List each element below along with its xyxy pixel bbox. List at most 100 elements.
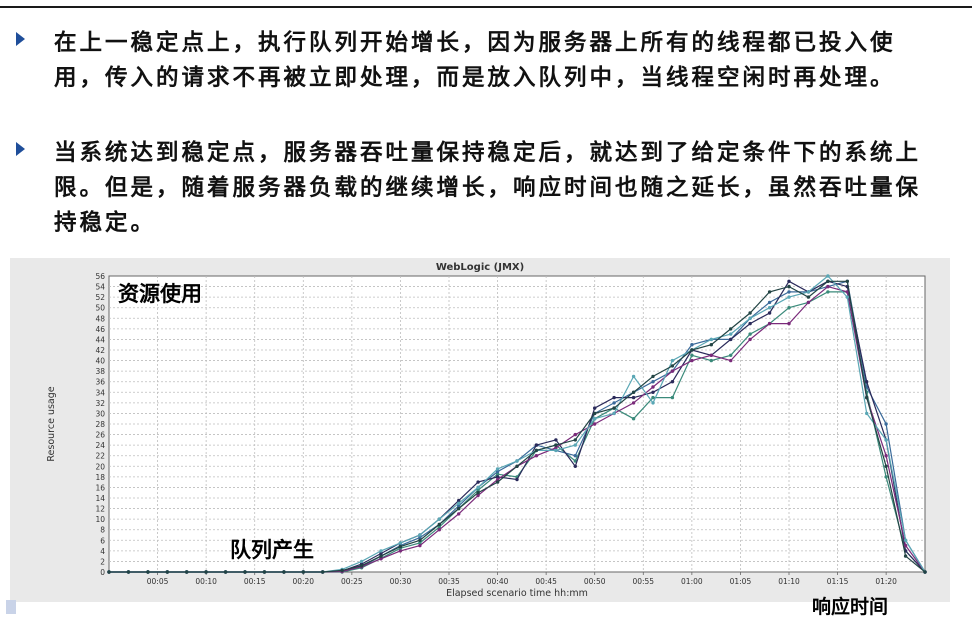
data-point [670,364,675,368]
data-point [748,311,752,315]
data-point [457,501,461,505]
data-point [748,316,752,320]
data-point [884,422,888,426]
data-point [884,438,888,442]
y-tick-label: 0 [100,568,105,577]
data-point [865,395,869,400]
data-point [418,533,422,537]
y-tick-label: 18 [95,473,105,482]
data-point [748,321,752,326]
data-point [573,464,577,468]
data-point [476,480,480,484]
annotation-response-time: 响应时间 [812,596,889,618]
data-point [515,464,519,468]
data-point [884,464,888,468]
data-point [223,570,228,574]
data-point [787,279,791,283]
y-tick-label: 44 [95,335,105,344]
grid [109,276,925,572]
data-point [495,480,500,484]
x-tick-label: 00:35 [438,577,460,586]
y-tick-label: 8 [100,526,105,535]
data-point [826,279,830,283]
data-point [476,491,480,495]
data-point [845,290,849,294]
chart-title: WebLogic (JMX) [436,262,524,273]
data-point [767,321,772,326]
data-point [262,570,267,574]
y-tick-label: 56 [95,272,105,281]
data-point [321,570,325,574]
x-tick-label: 00:30 [390,577,412,586]
data-point [845,279,849,283]
data-point [340,568,344,573]
x-tick-label: 00:25 [341,577,363,586]
data-point [437,525,441,529]
y-tick-label: 50 [95,304,105,313]
data-point [418,541,422,545]
y-tick-label: 6 [100,536,105,545]
data-point [729,358,733,363]
data-point [631,374,636,379]
data-point [787,321,791,326]
bullet-item-limit: 当系统达到稳定点，服务器吞吐量保持稳定后，就达到了给定条件下的系统上限。但是，随… [16,136,918,246]
y-axis-ticks: 0246810121416182022242628303234363840424… [95,272,105,577]
data-point [748,337,752,342]
x-tick-label: 00:50 [584,577,606,586]
data-point [126,570,131,574]
data-point [690,358,694,363]
data-point [534,443,539,447]
data-point [651,380,655,384]
annotation-resource-use: 资源使用 [118,282,202,306]
data-point [670,380,675,384]
y-tick-label: 28 [95,420,105,429]
data-point [418,538,422,542]
top-divider [0,6,972,8]
data-point [359,564,364,568]
data-point [806,290,811,294]
data-point [787,306,791,310]
x-tick-label: 01:15 [827,577,849,586]
data-point [612,406,616,410]
data-point [651,395,655,400]
data-point [612,395,616,400]
x-tick-label: 01:20 [875,577,897,586]
bullet-arrow-icon [16,32,25,46]
y-tick-label: 40 [95,357,105,366]
data-point [651,401,655,405]
y-tick-label: 46 [95,325,105,334]
data-point [418,543,422,548]
data-point [495,477,500,482]
y-tick-label: 2 [100,557,105,566]
data-point [476,488,480,492]
bullet-arrow-icon [16,142,25,156]
data-point [903,538,908,542]
data-point [865,385,869,389]
data-point [495,472,500,476]
x-tick-label: 01:10 [778,577,800,586]
data-point [670,369,675,373]
data-point [534,454,539,458]
data-point [612,411,616,416]
x-tick-label: 00:05 [147,577,169,586]
y-tick-label: 34 [95,388,105,397]
data-point [379,557,383,561]
chart-panel: 0 2 4 6 8 10 12 14 16 18 20 22 24 26 28 30 32 34 36 38 40 42 4… [10,258,950,602]
data-point [573,459,577,463]
data-point [204,570,208,574]
data-point [767,300,772,305]
data-point [554,443,558,447]
slide-corner-mark [6,600,16,614]
y-tick-label: 52 [95,293,105,302]
data-point [554,438,558,442]
data-point [515,459,519,463]
data-point [845,295,849,299]
data-point [709,358,713,363]
x-tick-label: 01:00 [681,577,703,586]
data-point [729,332,733,336]
data-point [826,284,830,289]
y-tick-label: 54 [95,283,105,292]
data-point [534,448,539,453]
data-point [107,570,111,574]
data-point [437,522,441,527]
